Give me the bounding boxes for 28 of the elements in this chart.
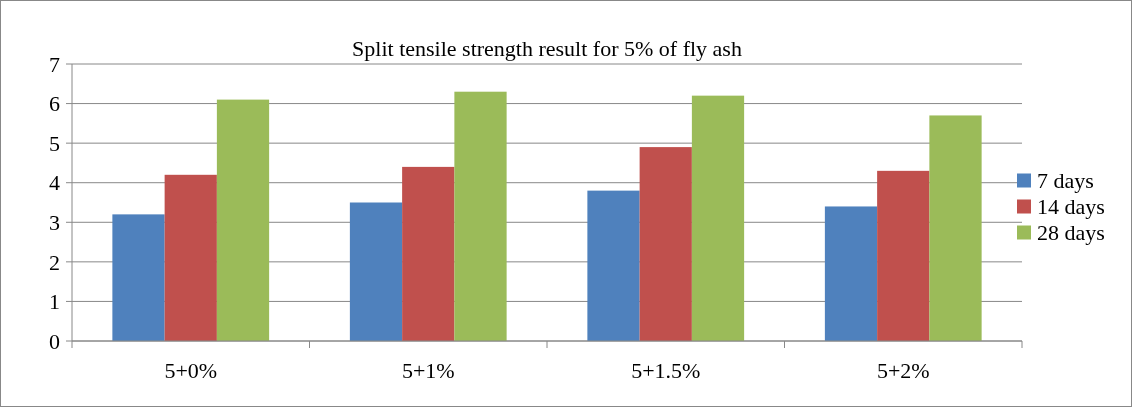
y-tick-label: 1	[49, 289, 60, 315]
x-tick-label: 5+2%	[876, 358, 930, 383]
legend-label: 7 days	[1037, 168, 1094, 194]
bar	[454, 91, 507, 341]
legend-label: 14 days	[1037, 194, 1105, 220]
bar	[164, 174, 217, 341]
bar	[877, 170, 930, 341]
bar	[402, 166, 455, 341]
y-tick-label: 3	[49, 209, 60, 235]
bar	[349, 202, 403, 341]
bar	[929, 115, 982, 341]
bar	[112, 214, 165, 341]
y-tick-label: 7	[49, 51, 60, 77]
bar	[824, 206, 878, 341]
y-tick-label: 2	[49, 249, 60, 275]
y-tick-label: 5	[49, 130, 60, 156]
bar	[691, 95, 745, 341]
bar	[639, 147, 692, 341]
x-tick-label: 5+1%	[401, 358, 455, 383]
y-tick-label: 4	[49, 170, 60, 196]
chart-title: Split tensile strength result for 5% of fly ash	[352, 36, 742, 61]
y-tick-label: 6	[49, 91, 60, 117]
bar	[587, 190, 640, 341]
y-tick-label: 0	[49, 328, 60, 354]
legend-label: 28 days	[1037, 220, 1105, 246]
x-tick-label: 5+0%	[164, 358, 218, 383]
bar	[216, 99, 270, 341]
x-tick-label: 5+1.5%	[631, 358, 701, 383]
